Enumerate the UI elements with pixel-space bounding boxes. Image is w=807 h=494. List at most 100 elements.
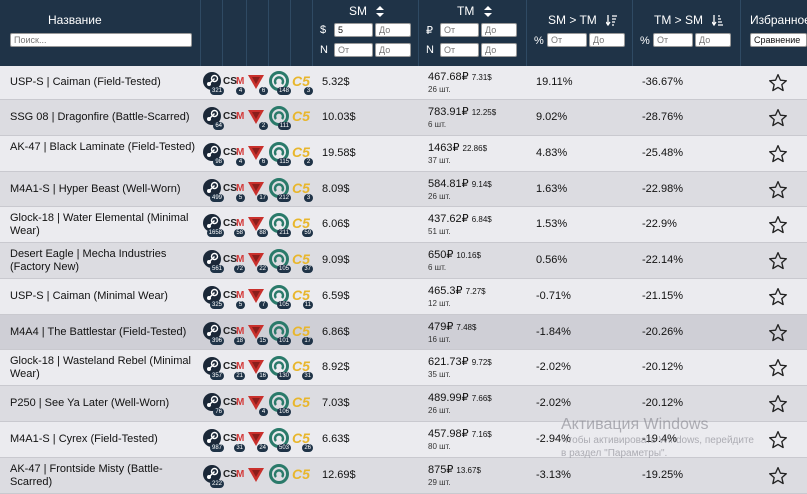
steam-icon[interactable]: 64	[202, 106, 224, 130]
favorite-star-icon[interactable]	[768, 73, 788, 93]
tmsm-to[interactable]	[695, 33, 731, 47]
green-circle-icon[interactable]: 211	[269, 213, 291, 237]
green-circle-icon[interactable]: 105	[269, 249, 291, 273]
tm-price-to[interactable]	[481, 23, 517, 37]
steam-icon[interactable]: 1658	[202, 213, 224, 237]
csmoney-icon[interactable]: CS M	[223, 464, 245, 488]
green-circle-icon[interactable]: 111	[269, 106, 291, 130]
green-circle-icon[interactable]	[269, 464, 291, 488]
green-circle-icon[interactable]: 148	[269, 71, 291, 95]
c5-icon[interactable]: C5 2	[291, 142, 313, 166]
favorite-star-icon[interactable]	[768, 394, 788, 414]
tm-qty-to[interactable]	[481, 43, 517, 57]
csmoney-icon[interactable]: CS M 72	[223, 249, 245, 273]
favorite-star-icon[interactable]	[768, 287, 788, 307]
csmoney-icon[interactable]: CS M 58	[223, 213, 245, 237]
favorite-star-icon[interactable]	[768, 323, 788, 343]
steam-icon[interactable]: 325	[202, 285, 224, 309]
sm-price-from[interactable]	[334, 23, 373, 37]
steam-icon[interactable]: 561	[202, 249, 224, 273]
steam-icon[interactable]: 357	[202, 356, 224, 380]
c5-icon[interactable]: C5	[291, 464, 313, 488]
sm-price-to[interactable]	[375, 23, 411, 37]
red-diamond-icon[interactable]: 7	[246, 285, 268, 309]
steam-icon[interactable]: 987	[202, 428, 224, 452]
search-input[interactable]	[10, 33, 192, 47]
csmoney-icon[interactable]: CS M 4	[223, 142, 245, 166]
red-diamond-icon[interactable]: 16	[246, 356, 268, 380]
sm-qty-to[interactable]	[375, 43, 411, 57]
favorite-star-icon[interactable]	[768, 430, 788, 450]
csmoney-icon[interactable]: CS M	[223, 106, 245, 130]
compare-select[interactable]: Сравнение	[750, 33, 807, 47]
c5-icon[interactable]: C5 3	[291, 178, 313, 202]
green-circle-icon[interactable]: 130	[269, 356, 291, 380]
item-name[interactable]: SSG 08 | Dragonfire (Battle-Scarred)	[10, 111, 190, 123]
item-name[interactable]: M4A1-S | Hyper Beast (Well-Worn)	[10, 183, 181, 195]
csmoney-icon[interactable]: CS M 5	[223, 285, 245, 309]
item-name[interactable]: Glock-18 | Wasteland Rebel (Minimal Wear…	[10, 355, 191, 380]
green-circle-icon[interactable]: 212	[269, 178, 291, 202]
red-diamond-icon[interactable]: 88	[246, 213, 268, 237]
item-name[interactable]: M4A1-S | Cyrex (Field-Tested)	[10, 433, 158, 445]
csmoney-icon[interactable]: CS M 18	[223, 321, 245, 345]
c5-icon[interactable]: C5	[291, 106, 313, 130]
c5-icon[interactable]: C5 11	[291, 285, 313, 309]
red-diamond-icon[interactable]: 4	[246, 392, 268, 416]
item-name[interactable]: AK-47 | Frontside Misty (Battle-Scarred)	[10, 463, 163, 488]
steam-icon[interactable]: 321	[202, 71, 224, 95]
csmoney-icon[interactable]: CS M 4	[223, 71, 245, 95]
item-name[interactable]: USP-S | Caiman (Minimal Wear)	[10, 290, 168, 302]
green-circle-icon[interactable]: 503	[269, 428, 291, 452]
sort-icon[interactable]	[483, 6, 492, 18]
steam-icon[interactable]: 396	[202, 321, 224, 345]
c5-icon[interactable]: C5	[291, 392, 313, 416]
green-circle-icon[interactable]: 101	[269, 321, 291, 345]
smtm-to[interactable]	[589, 33, 625, 47]
red-diamond-icon[interactable]: 24	[246, 428, 268, 452]
c5-icon[interactable]: C5 3	[291, 71, 313, 95]
steam-icon[interactable]: 222	[202, 464, 224, 488]
item-name[interactable]: Glock-18 | Water Elemental (Minimal Wear…	[10, 212, 189, 237]
sm-qty-from[interactable]	[334, 43, 373, 57]
c5-icon[interactable]: C5 59	[291, 213, 313, 237]
c5-icon[interactable]: C5 17	[291, 321, 313, 345]
favorite-star-icon[interactable]	[768, 251, 788, 271]
item-name[interactable]: AK-47 | Black Laminate (Field-Tested)	[10, 141, 196, 153]
c5-icon[interactable]: C5 26	[291, 428, 313, 452]
favorite-star-icon[interactable]	[768, 215, 788, 235]
csmoney-icon[interactable]: CS M	[223, 392, 245, 416]
steam-icon[interactable]: 98	[202, 142, 224, 166]
tm-price-from[interactable]	[440, 23, 479, 37]
red-diamond-icon[interactable]	[246, 464, 268, 488]
smtm-from[interactable]	[547, 33, 587, 47]
c5-icon[interactable]: C5 37	[291, 249, 313, 273]
red-diamond-icon[interactable]: 6	[246, 71, 268, 95]
sort-desc-icon[interactable]	[606, 15, 618, 27]
sort-asc-icon[interactable]	[712, 15, 724, 27]
item-name[interactable]: M4A4 | The Battlestar (Field-Tested)	[10, 326, 187, 338]
favorite-star-icon[interactable]	[768, 466, 788, 486]
favorite-star-icon[interactable]	[768, 358, 788, 378]
item-name[interactable]: USP-S | Caiman (Field-Tested)	[10, 76, 161, 88]
item-name[interactable]: Desert Eagle | Mecha Industries (Factory…	[10, 248, 167, 273]
red-diamond-icon[interactable]: 22	[246, 249, 268, 273]
c5-icon[interactable]: C5 31	[291, 356, 313, 380]
green-circle-icon[interactable]: 115	[269, 142, 291, 166]
green-circle-icon[interactable]: 105	[269, 285, 291, 309]
red-diamond-icon[interactable]: 15	[246, 321, 268, 345]
favorite-star-icon[interactable]	[768, 180, 788, 200]
red-diamond-icon[interactable]: 6	[246, 142, 268, 166]
favorite-star-icon[interactable]	[768, 108, 788, 128]
csmoney-icon[interactable]: CS M 31	[223, 428, 245, 452]
green-circle-icon[interactable]: 106	[269, 392, 291, 416]
tmsm-from[interactable]	[653, 33, 693, 47]
csmoney-icon[interactable]: CS M 21	[223, 356, 245, 380]
red-diamond-icon[interactable]: 2	[246, 106, 268, 130]
csmoney-icon[interactable]: CS M 5	[223, 178, 245, 202]
favorite-star-icon[interactable]	[768, 144, 788, 164]
red-diamond-icon[interactable]: 17	[246, 178, 268, 202]
steam-icon[interactable]: 499	[202, 178, 224, 202]
steam-icon[interactable]: 76	[202, 392, 224, 416]
tm-qty-from[interactable]	[440, 43, 479, 57]
